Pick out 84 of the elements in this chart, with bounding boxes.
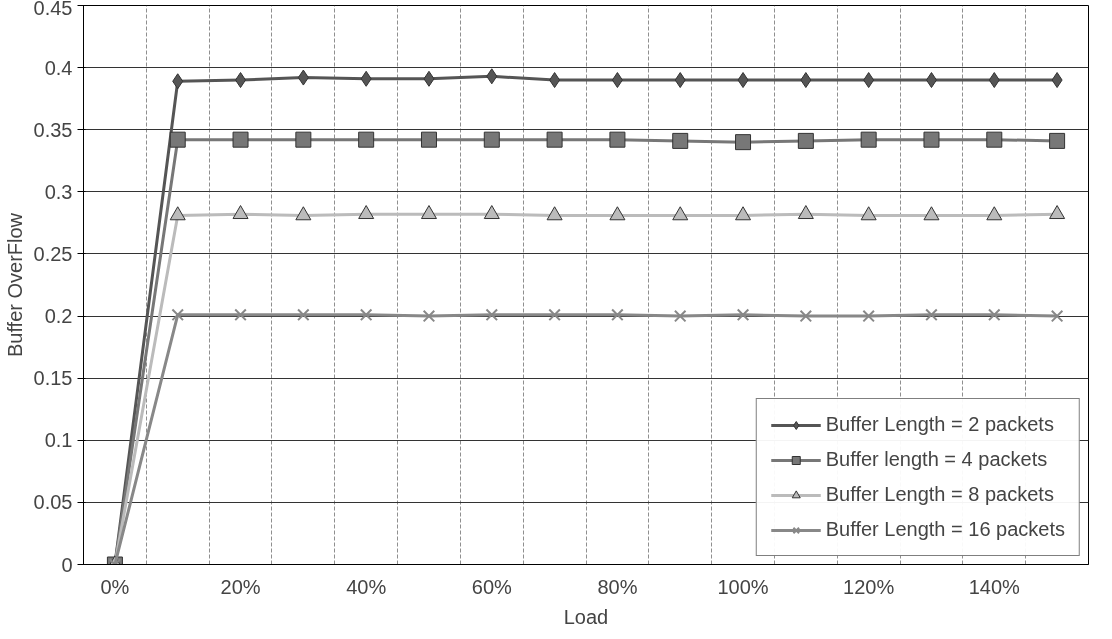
- y-tick-label: 0.25: [33, 242, 73, 265]
- x-tick-label: 60%: [471, 575, 513, 598]
- y-tick-label: 0.05: [33, 491, 73, 514]
- point: [737, 72, 749, 89]
- point: [297, 69, 309, 86]
- point: [923, 131, 940, 148]
- point: [609, 206, 626, 221]
- point: [672, 206, 689, 221]
- point: [860, 206, 877, 221]
- x-tick-label: 40%: [346, 575, 387, 598]
- point: [358, 131, 375, 148]
- point: [800, 72, 812, 89]
- point: [420, 205, 437, 220]
- point: [423, 70, 435, 87]
- point: [485, 308, 499, 322]
- point: [360, 70, 372, 87]
- y-tick-label: 0.3: [44, 180, 73, 203]
- y-tick-label: 0.15: [33, 367, 73, 390]
- point: [422, 309, 436, 323]
- point: [232, 131, 249, 148]
- point: [925, 308, 938, 322]
- point: [672, 132, 689, 149]
- y-axis-title: Buffer OverFlow: [3, 212, 26, 358]
- point: [234, 308, 247, 322]
- point: [169, 131, 186, 148]
- point: [420, 131, 437, 148]
- point: [1049, 205, 1066, 220]
- y-tick-label: 0.35: [33, 118, 73, 141]
- point: [546, 131, 563, 148]
- point: [483, 205, 500, 220]
- x-tick-label: 80%: [597, 575, 638, 598]
- point: [862, 309, 875, 323]
- point: [1049, 132, 1066, 149]
- point: [797, 205, 814, 220]
- y-tick-label: 0.1: [44, 429, 73, 452]
- point: [609, 131, 626, 148]
- point: [548, 308, 561, 322]
- legend-label: Buffer Length = 8 packets: [825, 483, 1054, 506]
- point: [295, 206, 312, 221]
- point: [169, 206, 186, 221]
- point: [358, 205, 375, 220]
- point: [923, 206, 940, 221]
- x-axis-title: Load: [563, 605, 609, 628]
- legend-label: Buffer Length = 2 packets: [825, 413, 1054, 436]
- point: [546, 206, 563, 221]
- point: [235, 72, 247, 89]
- point: [232, 205, 249, 220]
- point: [297, 308, 310, 322]
- y-tick-label: 0: [61, 553, 73, 576]
- point: [735, 134, 752, 151]
- point: [797, 132, 814, 149]
- point: [172, 73, 184, 90]
- point: [483, 131, 500, 148]
- x-tick-label: 20%: [220, 575, 261, 598]
- x-tick-label: 140%: [968, 575, 1021, 598]
- point: [735, 206, 752, 221]
- point: [549, 72, 561, 89]
- point: [860, 131, 877, 148]
- x-tick-label: 100%: [717, 575, 769, 598]
- point: [171, 308, 185, 322]
- x-tick-label: 120%: [843, 575, 895, 598]
- x-tick-label: 0%: [100, 575, 130, 598]
- y-tick-label: 0.4: [44, 56, 73, 79]
- legend-label: Buffer Length = 16 packets: [825, 518, 1065, 541]
- point: [863, 72, 875, 89]
- point: [736, 308, 750, 322]
- y-tick-label: 0.45: [33, 0, 73, 19]
- point: [295, 131, 312, 148]
- point: [987, 308, 1001, 322]
- point: [1050, 309, 1064, 323]
- point: [674, 72, 686, 89]
- point: [986, 206, 1003, 221]
- point: [988, 72, 1000, 89]
- point: [925, 72, 937, 89]
- legend-label: Buffer length = 4 packets: [825, 448, 1048, 471]
- point: [986, 131, 1003, 148]
- point: [359, 308, 373, 322]
- point: [799, 309, 813, 323]
- point: [673, 309, 687, 323]
- y-tick-label: 0.2: [44, 305, 73, 328]
- point: [611, 72, 623, 89]
- point: [611, 308, 624, 322]
- point: [486, 68, 498, 85]
- point: [1051, 72, 1063, 89]
